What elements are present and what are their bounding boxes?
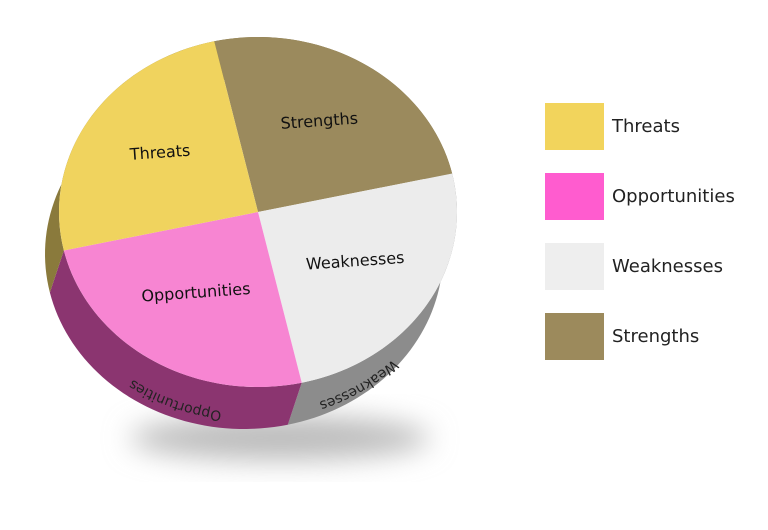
pie-slice-threats [59, 41, 258, 251]
legend-swatch [545, 313, 604, 360]
legend-label: Threats [612, 116, 680, 137]
pie-slice-weaknesses [258, 173, 457, 383]
legend-label: Weaknesses [612, 256, 723, 277]
pie-shadow [130, 416, 430, 460]
legend-swatch [545, 173, 604, 220]
legend-label: Strengths [612, 326, 700, 347]
legend-item-opportunities: Opportunities [545, 173, 735, 220]
legend-item-strengths: Strengths [545, 313, 735, 360]
pie-slice-opportunities [63, 212, 302, 387]
slice-label: Threats [128, 141, 191, 164]
pie-top [59, 36, 457, 387]
legend-label: Opportunities [612, 186, 735, 207]
legend-item-threats: Threats [545, 103, 735, 150]
legend-item-weaknesses: Weaknesses [545, 243, 735, 290]
pie-side-weaknesses [287, 173, 457, 425]
legend-swatch [545, 103, 604, 150]
legend-swatch [545, 243, 604, 290]
legend: Threats Opportunities Weaknesses Strengt… [545, 103, 735, 383]
pie-slice-strengths [214, 36, 453, 212]
pie-side-opportunities [49, 250, 302, 429]
